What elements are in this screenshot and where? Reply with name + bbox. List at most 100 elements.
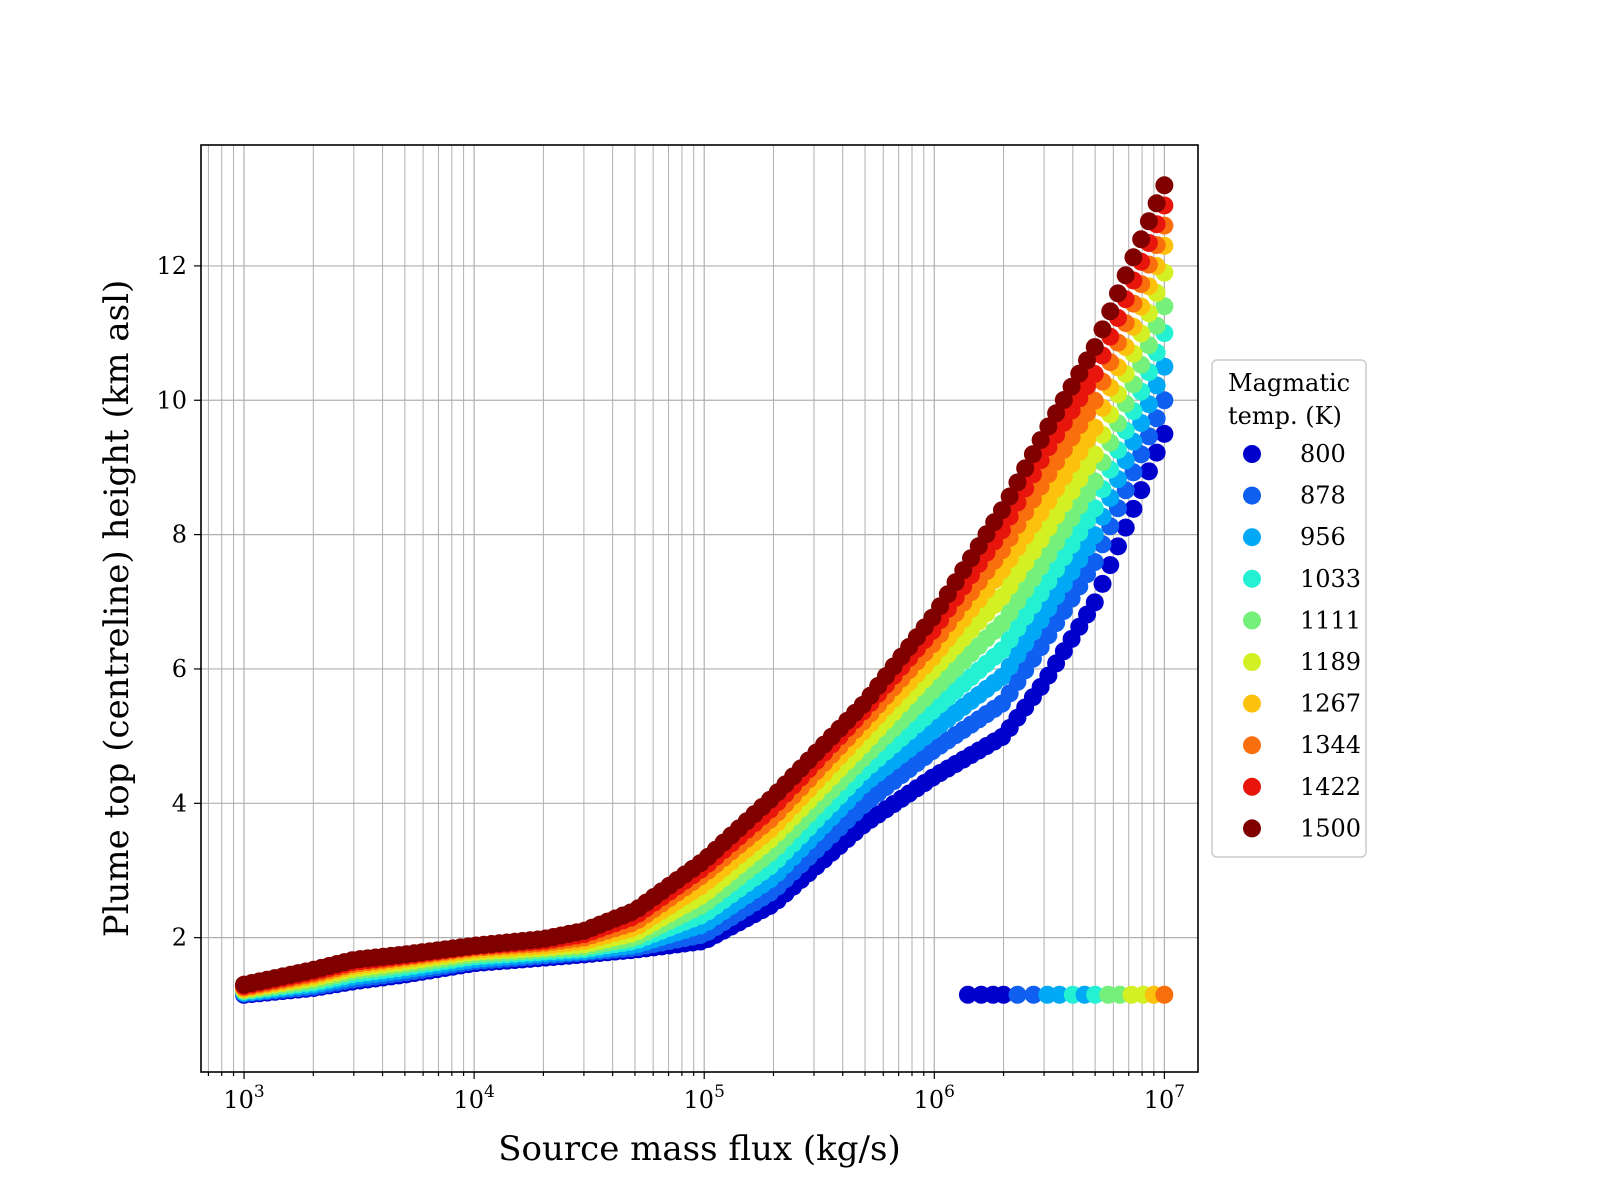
- data-point: [1085, 472, 1104, 491]
- y-axis-title: Plume top (centreline) height (km asl): [97, 280, 137, 938]
- data-point: [1147, 376, 1166, 395]
- legend-box: [1211, 359, 1367, 858]
- legend-label: 878: [1300, 482, 1346, 510]
- legend-marker: [1243, 777, 1261, 796]
- series-1500: [235, 176, 1174, 994]
- legend-label: 1267: [1300, 690, 1361, 718]
- data-point: [1116, 518, 1135, 537]
- data-point: [994, 985, 1013, 1004]
- data-point: [1085, 445, 1104, 464]
- legend-marker: [1243, 819, 1261, 838]
- data-point: [1085, 499, 1104, 518]
- legend: Magmatic temp. (K) 800 878 956 1033 1111 1189 12…: [1211, 359, 1367, 858]
- data-point: [1101, 302, 1120, 321]
- plot-frame: [200, 144, 1199, 1073]
- legend-marker: [1243, 528, 1261, 547]
- data-point: [1085, 338, 1104, 357]
- x-tick-label: 103: [223, 1082, 264, 1114]
- grid: [201, 145, 1198, 1072]
- data-point: [1008, 985, 1027, 1004]
- data-point: [1116, 266, 1135, 285]
- legend-marker: [1243, 694, 1261, 713]
- data-point: [1085, 391, 1104, 410]
- legend-label: 800: [1300, 440, 1346, 468]
- legend-item: 956: [1243, 523, 1346, 551]
- data-point: [1124, 499, 1143, 518]
- legend-title: temp. (K): [1228, 402, 1342, 430]
- data-point: [1139, 427, 1158, 446]
- data-point: [1132, 230, 1151, 249]
- legend-item: 1111: [1243, 606, 1361, 634]
- data-point: [1086, 985, 1105, 1004]
- data-point: [1023, 445, 1042, 464]
- y-tick-label: 6: [172, 655, 187, 683]
- data-point: [1078, 351, 1097, 370]
- legend-item: 800: [1243, 440, 1346, 468]
- x-tick-label: 105: [684, 1082, 725, 1114]
- data-point: [1147, 409, 1166, 428]
- legend-item: 1344: [1243, 731, 1361, 759]
- legend-marker: [1243, 653, 1261, 671]
- data-point: [1054, 391, 1073, 410]
- data-point: [958, 985, 977, 1004]
- legend-marker: [1243, 569, 1261, 588]
- secondary-points: [958, 985, 1174, 1004]
- legend-marker: [1243, 445, 1261, 463]
- legend-label: 1344: [1300, 731, 1361, 759]
- y-tick-label: 4: [172, 789, 187, 817]
- x-axis-title: Source mass flux (kg/s): [498, 1129, 900, 1169]
- data-point: [1155, 985, 1174, 1004]
- x-tick-label: 106: [914, 1082, 955, 1114]
- legend-label: 1422: [1300, 773, 1361, 801]
- data-point: [1085, 593, 1104, 612]
- data-point: [1024, 985, 1043, 1004]
- data-point: [1155, 391, 1174, 410]
- data-point: [1050, 985, 1069, 1004]
- y-tick-label: 2: [172, 924, 187, 952]
- legend-marker: [1243, 611, 1261, 630]
- y-tick-label: 10: [156, 386, 187, 414]
- data-point: [1085, 418, 1104, 437]
- legend-item: 1500: [1243, 814, 1361, 842]
- data-point: [1124, 248, 1143, 267]
- y-tick-label: 8: [172, 521, 187, 549]
- data-point: [1031, 431, 1050, 450]
- axis-ticks: 2 4 6 8 10 12 103 104 105 106 107: [156, 252, 1185, 1114]
- legend-item: 1033: [1243, 565, 1361, 593]
- data-point: [1139, 462, 1158, 481]
- data-point: [1155, 176, 1174, 195]
- data-point: [992, 501, 1011, 520]
- legend-label: 1111: [1300, 606, 1361, 634]
- legend-label: 1189: [1300, 648, 1361, 676]
- data-point: [1085, 553, 1104, 572]
- legend-item: 878: [1243, 482, 1346, 510]
- data-point: [1155, 424, 1174, 443]
- legend-label: 956: [1300, 523, 1346, 551]
- x-tick-label: 104: [453, 1082, 494, 1114]
- data-point: [1132, 481, 1151, 500]
- data-point: [1155, 297, 1174, 316]
- data-points: [235, 176, 1174, 1004]
- data-point: [1016, 459, 1035, 478]
- data-point: [1139, 212, 1158, 231]
- data-point: [1093, 320, 1112, 339]
- legend-marker: [1243, 486, 1261, 505]
- legend-label: 1500: [1300, 814, 1361, 842]
- data-point: [1101, 556, 1120, 575]
- data-point: [1093, 574, 1112, 593]
- data-point: [1147, 443, 1166, 462]
- data-point: [1108, 537, 1127, 556]
- data-point: [1039, 417, 1058, 436]
- data-point: [1062, 377, 1081, 396]
- legend-label: 1033: [1300, 565, 1361, 593]
- data-point: [1047, 404, 1066, 423]
- data-point: [1085, 526, 1104, 545]
- data-point: [1070, 364, 1089, 383]
- legend-item: 1422: [1243, 773, 1361, 801]
- data-point: [1000, 487, 1019, 506]
- legend-title: Magmatic: [1228, 369, 1350, 397]
- legend-item: 1267: [1243, 690, 1361, 718]
- data-point: [1008, 473, 1027, 492]
- data-point: [1155, 357, 1174, 376]
